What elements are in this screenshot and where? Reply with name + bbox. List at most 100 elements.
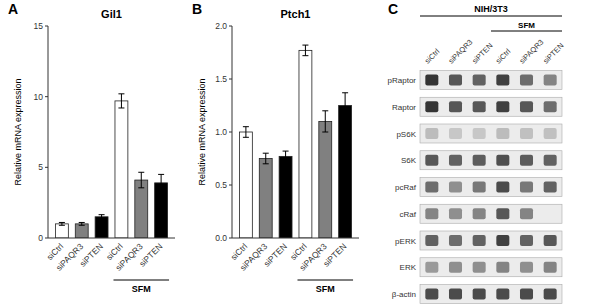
error-bar	[342, 93, 348, 118]
x-tick-label: siPAQR3	[297, 241, 329, 273]
lane-box	[420, 178, 562, 197]
error-cap	[243, 126, 249, 127]
panel-label: C	[388, 1, 398, 17]
error-cap	[322, 110, 328, 111]
column-label: siPAQR3	[518, 38, 546, 66]
error-cap	[79, 225, 85, 226]
error-cap	[243, 137, 249, 138]
lane-box	[420, 124, 562, 143]
band	[544, 75, 557, 86]
lane-box	[420, 204, 562, 223]
bar	[115, 101, 128, 238]
column-label: siPTEN	[541, 41, 565, 65]
error-cap	[79, 222, 85, 223]
band	[544, 262, 557, 273]
band	[473, 182, 486, 193]
band	[473, 75, 486, 86]
band	[544, 155, 557, 166]
row-label: β-actin	[392, 290, 416, 299]
band	[425, 208, 438, 219]
error-cap	[118, 93, 124, 94]
band	[473, 289, 486, 300]
error-bar	[283, 151, 289, 162]
y-label: Relative mRNA expression	[13, 78, 23, 185]
error-bar	[79, 222, 85, 225]
band	[425, 75, 438, 86]
band	[496, 289, 509, 300]
error-cap	[158, 174, 164, 175]
band	[544, 289, 557, 300]
band	[496, 262, 509, 273]
band	[520, 128, 533, 139]
band	[425, 262, 438, 273]
band	[449, 128, 462, 139]
bars	[55, 94, 167, 238]
error-line	[245, 127, 246, 138]
y-tick-label: 10	[34, 92, 44, 102]
title: NIH/3T3	[474, 4, 508, 14]
y-tick-label: 1.0	[215, 127, 227, 137]
band	[520, 262, 533, 273]
x-tick-label: siPTEN	[78, 241, 105, 268]
error-cap	[263, 153, 269, 154]
error-cap	[99, 214, 105, 215]
error-bar	[243, 127, 249, 138]
row-label: S6K	[401, 156, 417, 165]
error-bar	[59, 222, 65, 225]
y-tick-label: 0.5	[215, 180, 227, 190]
panel: BPtch1Relative mRNA expression0.00.51.01…	[192, 1, 359, 294]
lane-box	[420, 258, 562, 277]
lane-box	[420, 151, 562, 170]
band	[425, 101, 438, 112]
row-label: pRaptor	[388, 76, 417, 85]
y-tick-label: 15	[34, 21, 44, 31]
error-line	[325, 111, 326, 132]
bar	[319, 121, 332, 238]
group-bracket	[491, 31, 562, 32]
row-label: pERK	[395, 237, 417, 246]
band	[544, 235, 557, 246]
blot-panel: CNIH/3T3SFMsiCtrlsiPAQR3siPTENsiCtrlsiPA…	[388, 1, 566, 304]
band	[449, 75, 462, 86]
band	[473, 128, 486, 139]
band	[425, 128, 438, 139]
lane-box	[420, 97, 562, 116]
row-label: pcRaf	[395, 183, 417, 192]
y-tick-label: 0	[38, 233, 43, 243]
error-cap	[263, 163, 269, 164]
band	[520, 208, 533, 219]
band	[496, 208, 509, 219]
band	[496, 128, 509, 139]
band	[449, 262, 462, 273]
band	[520, 182, 533, 193]
y-tick-label: 1.5	[215, 74, 227, 84]
bar	[55, 224, 68, 238]
band	[425, 235, 438, 246]
error-bar	[263, 153, 269, 164]
band	[425, 289, 438, 300]
x-tick-label: siPAQR3	[54, 241, 86, 273]
band	[425, 155, 438, 166]
bar	[75, 224, 88, 238]
error-bar	[302, 45, 308, 56]
title-bracket	[420, 16, 562, 17]
error-cap	[138, 172, 144, 173]
y-label: Relative mRNA expression	[197, 78, 207, 185]
band	[544, 101, 557, 112]
bar	[95, 217, 108, 238]
group-bracket	[297, 280, 353, 281]
bar	[155, 183, 168, 238]
error-line	[141, 172, 142, 188]
error-bar	[158, 174, 164, 191]
band	[496, 235, 509, 246]
band	[425, 182, 438, 193]
row-label: ERK	[400, 263, 417, 272]
error-cap	[283, 161, 289, 162]
band	[496, 182, 509, 193]
error-bar	[99, 215, 105, 219]
bar	[259, 159, 272, 239]
bar	[279, 156, 292, 238]
column-label: siPAQR3	[447, 38, 475, 66]
x-tick-label: siPTEN	[137, 241, 164, 268]
error-line	[345, 93, 346, 118]
